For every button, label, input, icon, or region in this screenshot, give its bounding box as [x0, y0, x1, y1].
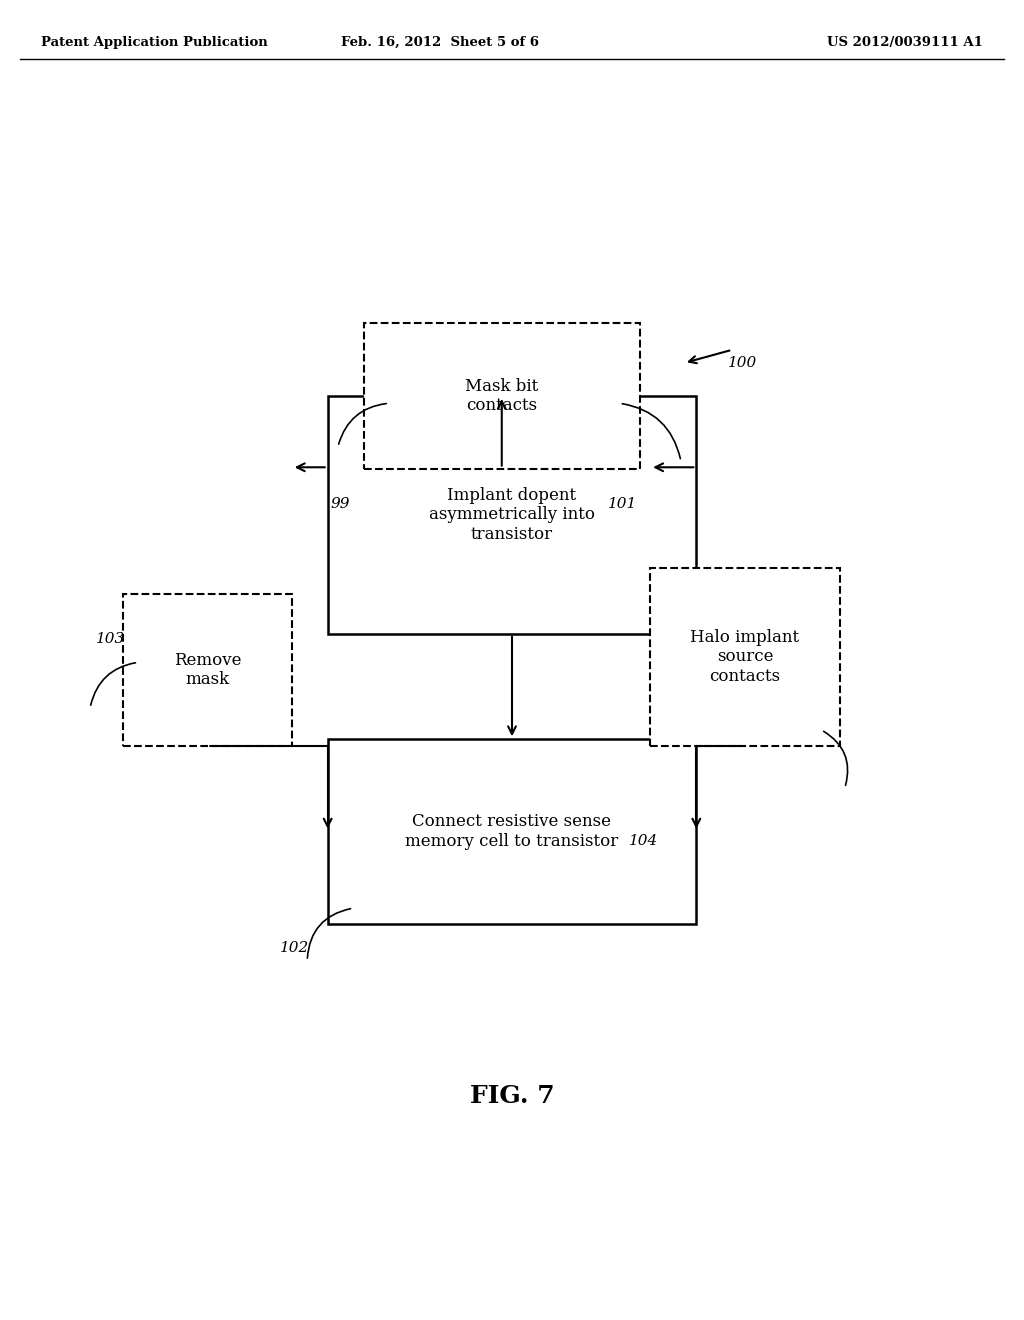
Bar	[364, 323, 640, 469]
Bar	[328, 396, 696, 634]
Text: Halo implant
source
contacts: Halo implant source contacts	[690, 628, 800, 685]
Text: Feb. 16, 2012  Sheet 5 of 6: Feb. 16, 2012 Sheet 5 of 6	[341, 36, 540, 49]
Text: Mask bit
contacts: Mask bit contacts	[465, 378, 539, 414]
Bar	[123, 594, 292, 746]
Text: 101: 101	[608, 498, 637, 511]
Text: 104: 104	[629, 834, 657, 847]
Bar	[328, 739, 696, 924]
Text: 99: 99	[330, 498, 350, 511]
Bar	[650, 568, 840, 746]
Text: 100: 100	[728, 356, 757, 370]
Text: Connect resistive sense
memory cell to transistor: Connect resistive sense memory cell to t…	[406, 813, 618, 850]
Text: FIG. 7: FIG. 7	[470, 1084, 554, 1107]
Text: Remove
mask: Remove mask	[174, 652, 241, 688]
Text: US 2012/0039111 A1: US 2012/0039111 A1	[827, 36, 983, 49]
Text: 102: 102	[281, 941, 309, 954]
Text: Implant dopent
asymmetrically into
transistor: Implant dopent asymmetrically into trans…	[429, 487, 595, 543]
Text: 103: 103	[96, 632, 125, 645]
Text: Patent Application Publication: Patent Application Publication	[41, 36, 267, 49]
